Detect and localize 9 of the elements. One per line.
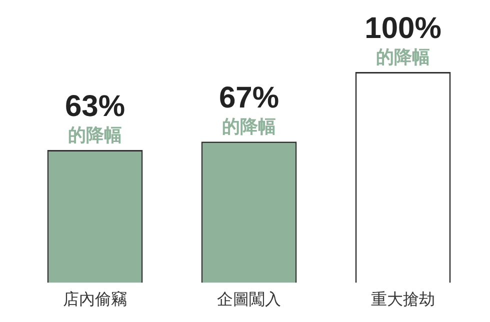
x-tick-label: 企圖闖入 — [217, 290, 281, 309]
data-label: 63% — [64, 90, 126, 123]
data-label: 100% — [364, 12, 442, 45]
annotation: 的降幅 — [68, 124, 122, 146]
text: 的降幅 — [376, 47, 430, 68]
annotation: 的降幅 — [222, 116, 276, 138]
data-label: 67% — [218, 82, 280, 115]
x-tick-label: 店內偷竊 — [63, 290, 127, 309]
x-tick-label: 重大搶劫 — [371, 290, 435, 309]
